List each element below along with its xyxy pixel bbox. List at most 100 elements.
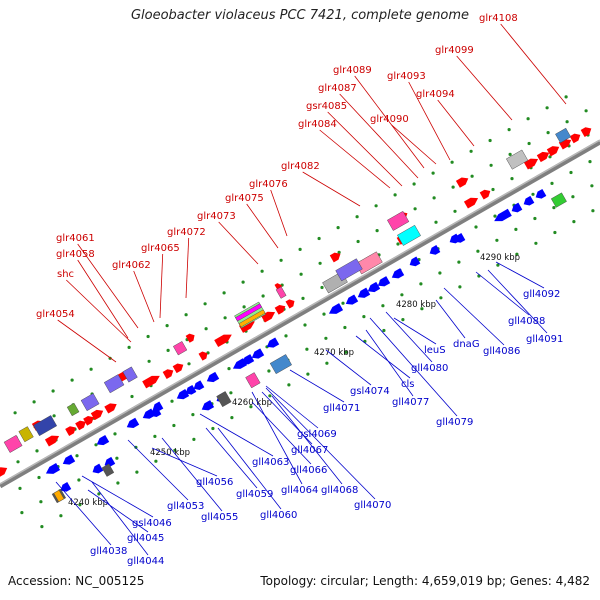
top-label-leader (339, 93, 419, 179)
track-tick (469, 149, 473, 153)
track-tick (97, 492, 101, 496)
forward-gene-arrow (285, 299, 295, 309)
track-tick (249, 405, 253, 409)
reverse-gene-arrow (92, 463, 104, 474)
reverse-gene-arrow (429, 245, 441, 255)
reverse-gene-arrow (251, 348, 265, 359)
reverse-gene-arrow (367, 281, 381, 293)
bottom-gene-label: gll4055 (201, 512, 238, 523)
reverse-gene-arrow (511, 202, 523, 213)
reverse-gene-arrow (176, 389, 190, 400)
ruler-labels: 4240 kbp 4250 kbp 4260 kbp 4270 kbp 4280 kbp… (68, 253, 520, 508)
bottom-label-leader (393, 317, 437, 345)
track-tick (187, 362, 191, 366)
track-tick (356, 239, 360, 244)
track-tick (438, 271, 442, 275)
genome-backbone-highlight (0, 139, 600, 485)
bottom-label-leader (217, 427, 282, 510)
label-leader-lines (55, 23, 567, 556)
feature-box (103, 374, 125, 394)
track-tick (317, 236, 321, 241)
bottom-label-leader (161, 437, 223, 512)
top-gene-label: glr4075 (225, 193, 264, 204)
top-label-leader (57, 319, 117, 363)
track-tick (590, 184, 594, 188)
bottom-gene-label: gll4038 (90, 546, 127, 557)
bottom-label-leader (265, 387, 376, 500)
bottom-label-leader (435, 299, 466, 339)
track-tick (374, 204, 378, 208)
track-tick (301, 296, 305, 300)
track-tick (458, 285, 462, 289)
feature-box (238, 309, 266, 328)
track-tick (588, 160, 592, 164)
track-tick (37, 475, 41, 480)
track-tick (510, 177, 514, 181)
bottom-label-leader (325, 349, 372, 386)
forward-gene-arrow (546, 146, 560, 157)
forward-gene-arrow (185, 333, 195, 343)
track-tick (495, 238, 499, 242)
top-label-leader (185, 237, 190, 299)
track-tick (344, 350, 348, 354)
track-tick (306, 372, 310, 376)
track-tick (362, 315, 366, 319)
feature-box (506, 149, 529, 170)
track-tick (553, 230, 557, 235)
track-tick (420, 307, 424, 311)
top-gene-label: glr4073 (197, 211, 236, 222)
track-tick (203, 302, 207, 306)
track-tick (341, 301, 345, 305)
track-tick (514, 227, 518, 231)
feature-box (3, 434, 23, 453)
track-tick (172, 423, 176, 428)
forward-gene-arrow (65, 426, 76, 436)
track-tick (534, 241, 538, 245)
forward-gene-arrow (463, 197, 479, 209)
track-tick (526, 117, 530, 121)
track-tick (165, 324, 169, 328)
reverse-gene-arrow (535, 188, 547, 199)
bottom-gene-label: dnaG (453, 339, 480, 350)
top-gene-label: glr4072 (167, 227, 206, 238)
reverse-gene-arrow (96, 434, 110, 446)
track-tick (59, 514, 63, 518)
top-label-leader (159, 253, 164, 319)
bottom-label-leader (271, 395, 343, 485)
track-tick (531, 192, 535, 196)
bottom-gene-label: gll4071 (323, 403, 360, 414)
bottom-gene-label: gll4091 (526, 334, 563, 345)
track-tick (320, 285, 324, 290)
track-tick (381, 304, 385, 308)
top-gene-label: glr4058 (56, 249, 95, 260)
track-tick (400, 293, 404, 297)
feature-box (216, 391, 232, 408)
track-tick (474, 225, 478, 229)
gene-labels: glr4054 shc glr4058 glr4061 glr4062 glr4065 gl… (36, 13, 563, 567)
reverse-gene-arrow (391, 268, 405, 279)
top-gene-label: glr4076 (249, 179, 288, 190)
track-tick (476, 249, 480, 253)
track-tick (115, 456, 119, 460)
forward-gene-arrow (274, 304, 286, 315)
track-tick (116, 481, 120, 485)
topology-text: Topology: circular; Length: 4,659,019 bp… (260, 574, 590, 588)
track-tick (545, 106, 549, 110)
track-tick (260, 269, 264, 273)
track-tick (457, 260, 461, 264)
track-tick (564, 95, 568, 99)
top-label-leader (270, 189, 288, 237)
track-tick (491, 187, 495, 192)
track-tick (515, 252, 519, 256)
bottom-gene-label: gsl4046 (132, 518, 172, 529)
track-tick (191, 413, 195, 417)
track-tick (488, 138, 492, 143)
ruler-label: 4240 kbp (68, 498, 108, 508)
top-gene-label: glr4087 (318, 83, 357, 94)
forward-gene-arrow (162, 369, 174, 379)
top-label-leader (246, 203, 279, 249)
feature-box (80, 393, 100, 412)
bottom-gene-label: gll4066 (290, 465, 327, 476)
forward-gene-arrow (536, 151, 550, 163)
forward-gene-arrow (580, 127, 592, 137)
